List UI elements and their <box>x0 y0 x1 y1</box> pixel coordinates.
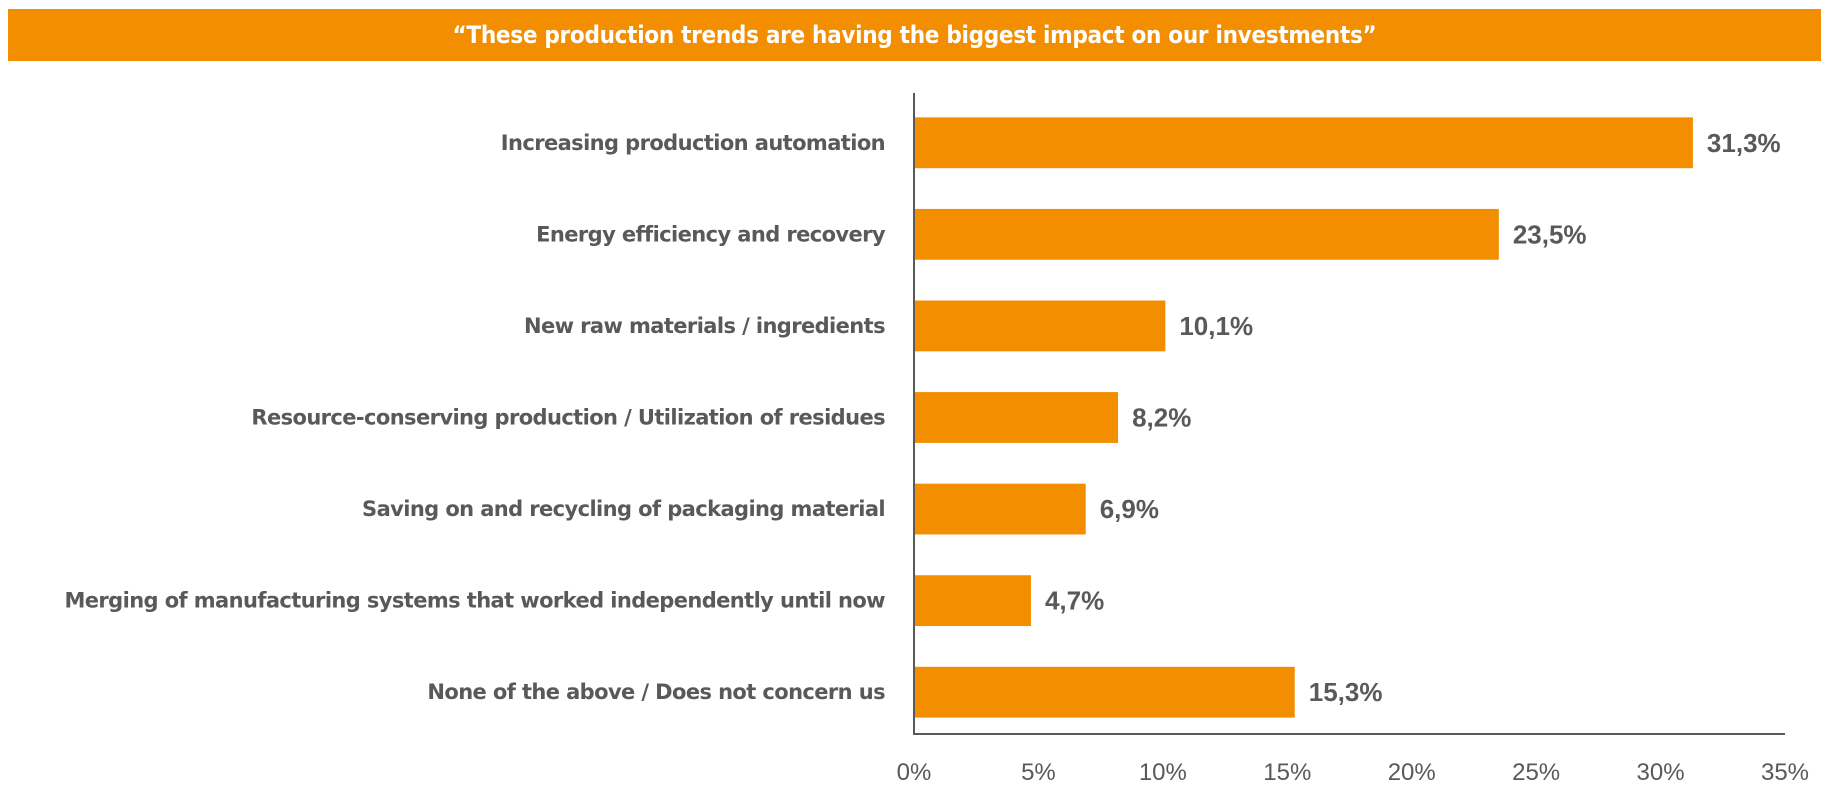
value-label: 23,5% <box>1513 219 1587 249</box>
bar-7 <box>915 666 1295 718</box>
bar-6 <box>915 575 1031 627</box>
x-tick-label: 10% <box>1139 759 1187 786</box>
bar-3 <box>915 300 1166 352</box>
value-label: 8,2% <box>1132 403 1191 433</box>
x-tick-label: 25% <box>1512 759 1560 786</box>
value-label: 4,7% <box>1045 586 1104 616</box>
category-label: Saving on and recycling of packaging mat… <box>362 497 885 521</box>
x-tick-label: 35% <box>1761 759 1809 786</box>
bar-1 <box>915 117 1693 169</box>
x-tick-label: 5% <box>1021 759 1056 786</box>
value-labels-group: 31,3% 23,5% 10,1% 8,2% 6,9% 4,7% 15,3% <box>1045 128 1781 707</box>
category-label: Merging of manufacturing systems that wo… <box>64 589 885 613</box>
category-label: Resource-conserving production / Utiliza… <box>251 406 885 430</box>
value-label: 6,9% <box>1100 494 1159 524</box>
x-tick-label: 20% <box>1388 759 1436 786</box>
x-tick-label: 0% <box>897 759 932 786</box>
category-label: Energy efficiency and recovery <box>536 222 886 246</box>
bars-group <box>915 117 1693 718</box>
bar-5 <box>915 483 1086 535</box>
category-label: Increasing production automation <box>501 131 885 155</box>
category-labels-group: Increasing production automation Energy e… <box>64 131 886 704</box>
bar-4 <box>915 392 1119 443</box>
category-label: New raw materials / ingredients <box>524 314 885 338</box>
bar-2 <box>915 208 1499 260</box>
x-tick-label: 15% <box>1263 759 1311 786</box>
category-label: None of the above / Does not concern us <box>427 680 885 704</box>
chart-title-banner: “These production trends are having the … <box>8 9 1821 61</box>
value-label: 15,3% <box>1309 677 1383 707</box>
value-label: 31,3% <box>1707 128 1781 158</box>
x-tick-label: 30% <box>1637 759 1685 786</box>
chart-title: “These production trends are having the … <box>452 21 1377 49</box>
value-label: 10,1% <box>1179 311 1253 341</box>
x-tick-labels-group: 0% 5% 10% 15% 20% 25% 30% 35% <box>897 759 1809 786</box>
